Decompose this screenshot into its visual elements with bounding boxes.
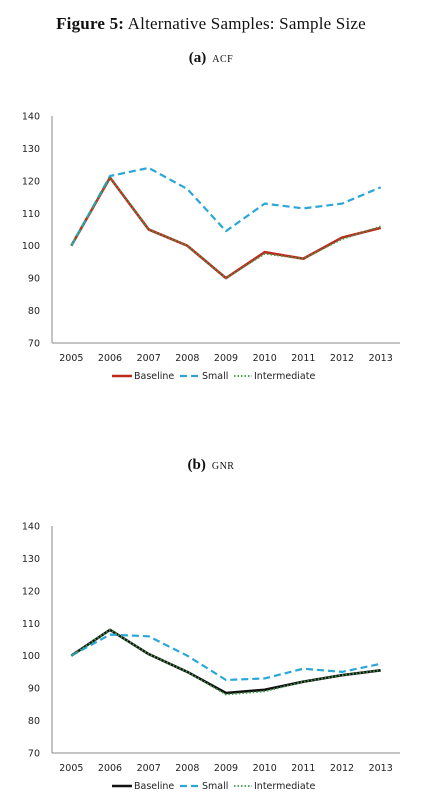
x-tick-label: 2010 bbox=[253, 353, 277, 364]
figure-title-text: Alternative Samples: Sample Size bbox=[127, 14, 366, 33]
y-tick-label: 130 bbox=[22, 554, 40, 565]
y-tick-label: 100 bbox=[22, 241, 40, 252]
legend-label-small: Small bbox=[202, 781, 228, 792]
x-tick-label: 2012 bbox=[330, 763, 354, 774]
series-line-intermediate bbox=[70, 176, 381, 280]
x-tick-label: 2011 bbox=[291, 763, 315, 774]
x-tick-label: 2012 bbox=[330, 353, 354, 364]
series-line-small bbox=[70, 166, 382, 247]
x-tick-label: 2007 bbox=[137, 353, 161, 364]
panel-a-label: (a) bbox=[188, 50, 207, 66]
panel-a-title: (a) ACF bbox=[0, 50, 422, 67]
y-tick-label: 90 bbox=[28, 274, 40, 285]
chart-gnr: 70 80 90 100 110 120 130 140 2005 2006 2007 2008 200… bbox=[22, 522, 400, 792]
panel-b-label: (b) bbox=[187, 457, 206, 473]
x-tick-label: 2013 bbox=[369, 763, 393, 774]
panel-b-name: GNR bbox=[211, 461, 235, 472]
series-line-baseline bbox=[70, 176, 382, 280]
legend-label-intermediate: Intermediate bbox=[254, 781, 315, 792]
y-tick-label: 110 bbox=[22, 619, 40, 630]
x-tick-label: 2005 bbox=[59, 353, 83, 364]
legend-label-small: Small bbox=[202, 371, 228, 382]
figure-title: Figure 5: Alternative Samples: Sample Si… bbox=[0, 14, 422, 34]
y-tick-label: 70 bbox=[28, 749, 40, 760]
legend-label-baseline: Baseline bbox=[134, 781, 174, 792]
x-tick-label: 2009 bbox=[214, 353, 238, 364]
series-line-baseline bbox=[70, 628, 381, 695]
y-tick-label: 80 bbox=[28, 716, 40, 727]
x-tick-label: 2008 bbox=[175, 353, 199, 364]
figure-label: Figure 5: bbox=[56, 14, 125, 33]
x-tick-label: 2010 bbox=[253, 763, 277, 774]
x-tick-label: 2007 bbox=[137, 763, 161, 774]
y-tick-label: 100 bbox=[22, 651, 40, 662]
y-tick-label: 130 bbox=[22, 144, 40, 155]
y-tick-label: 70 bbox=[28, 339, 40, 350]
y-tick-label: 140 bbox=[22, 112, 40, 123]
y-tick-label: 120 bbox=[22, 176, 40, 187]
panel-a-name: ACF bbox=[212, 54, 234, 65]
x-tick-label: 2008 bbox=[175, 763, 199, 774]
x-tick-label: 2013 bbox=[369, 353, 393, 364]
series-line-intermediate bbox=[70, 628, 381, 696]
legend-label-intermediate: Intermediate bbox=[254, 371, 315, 382]
y-tick-label: 120 bbox=[22, 586, 40, 597]
y-tick-label: 110 bbox=[22, 209, 40, 220]
y-tick-label: 90 bbox=[28, 684, 40, 695]
y-tick-label: 80 bbox=[28, 306, 40, 317]
y-tick-label: 140 bbox=[22, 522, 40, 533]
x-tick-label: 2011 bbox=[291, 353, 315, 364]
x-tick-label: 2006 bbox=[98, 763, 122, 774]
x-tick-label: 2006 bbox=[98, 353, 122, 364]
series-line-small bbox=[70, 633, 381, 682]
panel-b-title: (b) GNR bbox=[0, 457, 422, 474]
x-tick-label: 2005 bbox=[59, 763, 83, 774]
x-tick-label: 2009 bbox=[214, 763, 238, 774]
legend-label-baseline: Baseline bbox=[134, 371, 174, 382]
chart-acf: 70 80 90 100 110 120 130 140 2005 2006 2007 2008 200… bbox=[22, 112, 400, 382]
